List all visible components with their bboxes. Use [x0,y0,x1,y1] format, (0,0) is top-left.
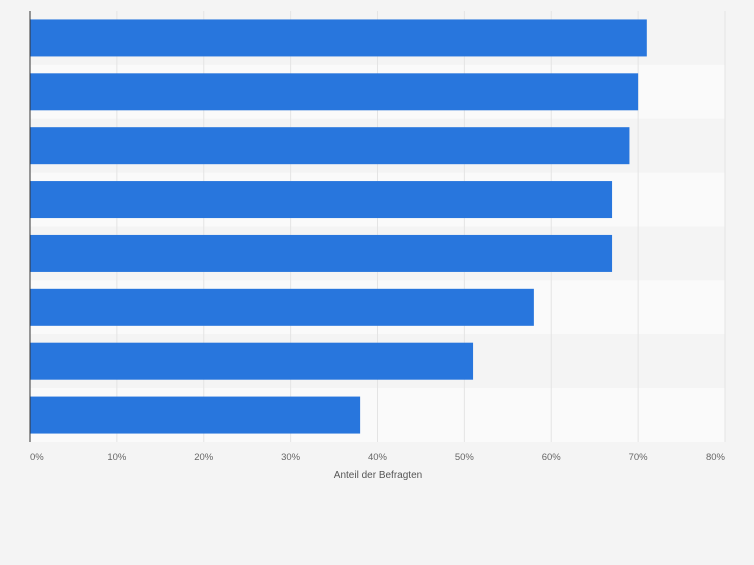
bar[interactable] [30,73,639,111]
bar[interactable] [30,288,534,326]
x-tick-labels: 0% 10% 20% 30% 40% 50% 60% 70% 80% [30,452,726,463]
bars [30,19,647,434]
x-tick-label: 80% [706,452,726,463]
x-tick-label: 60% [542,452,562,463]
x-tick-label: 70% [629,452,649,463]
bar[interactable] [30,19,647,57]
bar[interactable] [30,181,613,219]
bar[interactable] [30,342,474,380]
x-tick-label: 30% [281,452,301,463]
x-tick-label: 0% [30,452,44,463]
x-axis-title: Anteil der Befragten [334,470,422,481]
bar[interactable] [30,127,630,165]
x-tick-label: 20% [194,452,214,463]
bar[interactable] [30,234,613,272]
x-tick-label: 10% [107,452,127,463]
x-tick-label: 50% [455,452,475,463]
bar[interactable] [30,396,361,434]
x-tick-label: 40% [368,452,388,463]
